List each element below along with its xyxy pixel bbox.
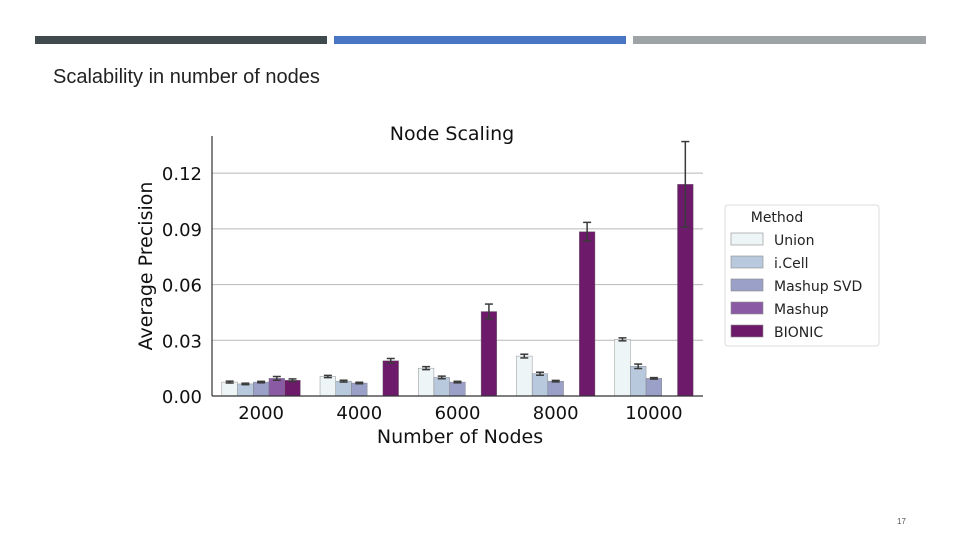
slide-title: Scalability in number of nodes [53, 66, 320, 88]
y-tick-label: 0.00 [162, 387, 202, 408]
bar-bionic-8000 [579, 231, 596, 397]
x-axis-label: Number of Nodes [377, 426, 543, 448]
bar-mashup-svd-10000 [645, 378, 662, 397]
top-bar-blue [334, 36, 626, 44]
x-tick-label: 6000 [435, 403, 481, 424]
axes: 0.00 0.03 0.06 0.09 0.12 2000 4000 6000 8000 1000… [162, 136, 703, 424]
x-tick-label: 4000 [336, 403, 382, 424]
legend-swatch [730, 255, 764, 269]
page-number: 17 [897, 517, 906, 526]
bar-union-2000 [221, 381, 238, 397]
bar-i-cell-2000 [237, 383, 254, 397]
legend-title: Method [751, 210, 804, 226]
bar-union-10000 [614, 339, 631, 397]
chart-title: Node Scaling [390, 123, 514, 145]
bar-union-8000 [516, 355, 533, 397]
legend-swatch [730, 324, 764, 338]
bar-bionic-2000 [284, 380, 301, 397]
legend-swatch [730, 278, 764, 292]
legend-box [724, 204, 880, 347]
bars [221, 140, 694, 397]
top-decoration-bars [35, 36, 926, 44]
legend-item-mashup-svd: Mashup SVD [774, 279, 862, 295]
legend-swatch [730, 232, 764, 246]
bar-union-6000 [418, 367, 435, 397]
bar-bionic-6000 [480, 311, 497, 397]
top-bar-gray [633, 36, 926, 44]
y-tick-label: 0.09 [162, 220, 202, 241]
y-tick-label: 0.12 [162, 164, 202, 185]
bar-i-cell-10000 [630, 366, 647, 397]
legend-item-union: Union [774, 233, 814, 249]
bar-mashup-2000 [268, 378, 285, 397]
legend: Method Union i.Cell Mashup SVD Mashup BIONIC [724, 204, 880, 347]
y-tick-label: 0.06 [162, 276, 202, 297]
x-tick-label: 8000 [533, 403, 579, 424]
bar-mashup-svd-2000 [253, 381, 270, 397]
bar-i-cell-6000 [433, 377, 450, 397]
bar-i-cell-4000 [335, 380, 352, 397]
bar-bionic-4000 [382, 360, 399, 397]
legend-item-mashup: Mashup [774, 302, 829, 318]
legend-item-bionic: BIONIC [774, 325, 823, 341]
top-bar-dark [35, 36, 327, 44]
bar-union-4000 [319, 376, 336, 397]
bar-mashup-svd-4000 [351, 382, 368, 397]
legend-item-i-cell: i.Cell [774, 256, 809, 272]
bar-mashup-svd-6000 [449, 381, 466, 397]
grid-lines [212, 172, 703, 341]
legend-swatch [730, 301, 764, 315]
bar-mashup-svd-8000 [547, 380, 564, 397]
bar-i-cell-8000 [531, 373, 549, 397]
y-tick-label: 0.03 [162, 331, 202, 352]
x-tick-label: 2000 [238, 403, 284, 424]
y-axis-label: Average Precision [135, 182, 157, 351]
x-tick-label: 10000 [625, 403, 682, 424]
